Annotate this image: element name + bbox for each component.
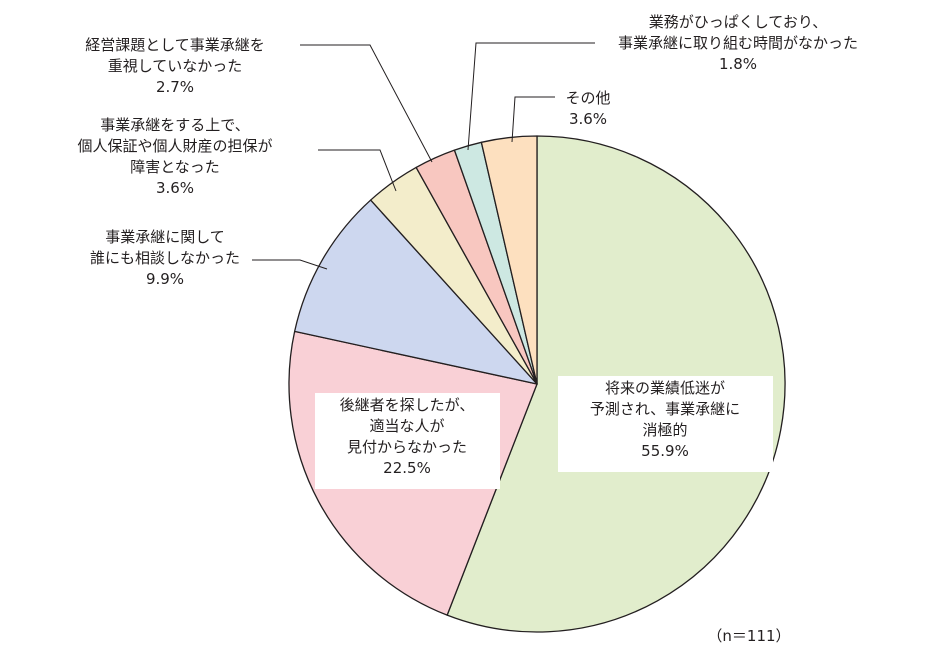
slice-label-5: 業務がひっぱくしており、事業承継に取り組む時間がなかった 1.8% (618, 13, 858, 73)
slice-value-5: 1.8% (719, 55, 757, 73)
slice-label-line: 将来の業績低迷が (605, 379, 725, 397)
slice-label-3: 事業承継をする上で、個人保証や個人財産の担保が障害となった 3.6% (77, 116, 272, 197)
slice-label-1: 後継者を探したが、適当な人が見付からなかった 22.5% (340, 396, 475, 477)
slice-label-line: その他 (565, 89, 610, 107)
slice-label-line: 適当な人が (369, 417, 444, 435)
slice-label-line: 個人保証や個人財産の担保が (77, 137, 272, 155)
slice-value-6: 3.6% (569, 110, 607, 128)
leader-line-5 (467, 42, 595, 151)
slice-label-4: 経営課題として事業承継を重視していなかった 2.7% (85, 36, 265, 96)
slice-label-line: 業務がひっぱくしており、 (649, 13, 828, 31)
slice-label-2: 事業承継に関して誰にも相談しなかった 9.9% (90, 228, 240, 288)
pie-slice-2 (293, 199, 538, 385)
slice-value-3: 3.6% (156, 179, 194, 197)
leader-line-2 (252, 259, 328, 270)
leader-line-6 (511, 96, 555, 143)
slice-label-line: 後継者を探したが、 (340, 396, 475, 414)
slice-label-line: 事業承継をする上で、 (100, 116, 249, 134)
leader-line-4 (300, 44, 433, 163)
pie-slice-6 (480, 135, 538, 385)
slice-label-line: 障害となった (130, 158, 220, 176)
slice-label-line: 予測され、事業承継に (590, 400, 740, 418)
slice-value-0: 55.9% (641, 442, 689, 460)
slice-value-4: 2.7% (156, 78, 194, 96)
slice-label-line: 事業承継に取り組む時間がなかった (618, 34, 858, 52)
slice-label-box-1 (315, 393, 500, 489)
slice-value-1: 22.5% (383, 459, 431, 477)
slice-label-line: 消極的 (642, 421, 687, 439)
slice-label-line: 事業承継に関して (105, 228, 225, 246)
slice-label-6: その他 3.6% (565, 89, 610, 128)
slice-label-line: 見付からなかった (347, 438, 467, 456)
slice-labels: 将来の業績低迷が予測され、事業承継に消極的 55.9% 後継者を探したが、適当な人が… (77, 13, 858, 489)
leader-line-3 (318, 149, 397, 192)
slice-label-line: 重視していなかった (108, 57, 243, 75)
slice-label-box-0 (558, 376, 773, 472)
sample-size-note: （n＝111） (707, 627, 790, 645)
slice-value-2: 9.9% (146, 270, 184, 288)
slice-label-0: 将来の業績低迷が予測され、事業承継に消極的 55.9% (590, 379, 740, 460)
slice-label-line: 誰にも相談しなかった (90, 249, 240, 267)
leader-lines (252, 42, 595, 270)
slice-label-line: 経営課題として事業承継を (85, 36, 265, 54)
